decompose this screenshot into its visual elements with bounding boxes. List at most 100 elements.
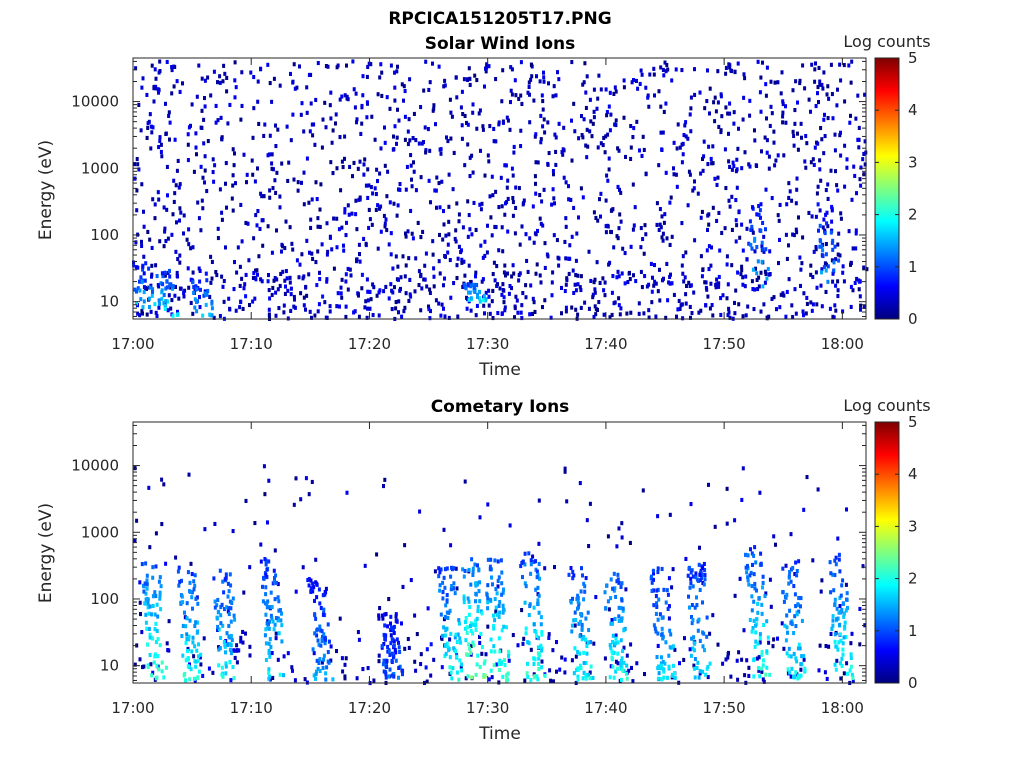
heatmap-cell	[586, 610, 590, 615]
heatmap-cell	[529, 678, 533, 683]
heatmap-cell	[457, 677, 461, 682]
heatmap-cell	[668, 512, 672, 517]
heatmap-cell	[469, 621, 473, 626]
heatmap-cell	[612, 91, 616, 96]
heatmap-cell	[395, 618, 399, 623]
heatmap-cell	[417, 283, 421, 288]
heatmap-cell	[147, 266, 151, 271]
heatmap-cell	[616, 661, 620, 666]
heatmap-cell	[816, 487, 820, 492]
heatmap-cell	[406, 229, 410, 234]
heatmap-cell	[397, 675, 400, 680]
heatmap-cell	[693, 605, 697, 610]
heatmap-cell	[290, 241, 294, 246]
heatmap-cell	[467, 66, 471, 71]
heatmap-cell	[740, 166, 744, 171]
heatmap-cell	[454, 75, 458, 80]
heatmap-cell	[423, 277, 427, 282]
heatmap-cell	[607, 607, 611, 612]
heatmap-cell	[690, 603, 694, 608]
heatmap-cell	[439, 313, 443, 318]
heatmap-cell	[492, 126, 496, 131]
heatmap-cell	[234, 181, 237, 186]
heatmap-cell	[391, 290, 395, 295]
heatmap-cell	[151, 636, 155, 641]
heatmap-cell	[767, 166, 771, 171]
heatmap-cell	[427, 304, 430, 309]
heatmap-cell	[274, 573, 278, 578]
heatmap-cell	[757, 666, 760, 671]
heatmap-cell	[264, 627, 268, 632]
heatmap-cell	[785, 625, 789, 630]
heatmap-cell	[154, 76, 158, 81]
heatmap-cell	[745, 658, 749, 663]
heatmap-cell	[630, 80, 634, 85]
heatmap-cell	[831, 623, 835, 628]
heatmap-cell	[598, 197, 601, 202]
heatmap-cell	[165, 207, 169, 212]
heatmap-cell	[587, 249, 591, 254]
heatmap-cell	[565, 499, 569, 504]
heatmap-cell	[761, 574, 765, 579]
heatmap-cell	[402, 84, 406, 89]
heatmap-cell	[310, 251, 314, 256]
x-tick-label: 17:50	[703, 335, 746, 353]
heatmap-cell	[477, 289, 481, 294]
heatmap-cell	[489, 557, 493, 562]
heatmap-cell	[466, 596, 470, 601]
heatmap-cell	[767, 640, 771, 645]
heatmap-cell	[321, 593, 325, 598]
heatmap-cell	[845, 165, 849, 170]
heatmap-cell	[280, 249, 283, 254]
heatmap-cell	[500, 570, 504, 575]
heatmap-cell	[475, 616, 479, 621]
heatmap-cell	[572, 671, 576, 676]
heatmap-cell	[311, 256, 315, 261]
heatmap-cell	[477, 111, 481, 116]
heatmap-cell	[343, 662, 347, 667]
heatmap-cell	[669, 272, 672, 277]
heatmap-cell	[599, 214, 602, 219]
heatmap-cell	[747, 241, 751, 246]
heatmap-cell	[148, 237, 152, 242]
heatmap-cell	[235, 643, 239, 648]
heatmap-cell	[210, 276, 214, 281]
heatmap-cell	[663, 661, 667, 666]
heatmap-cell	[503, 305, 507, 310]
heatmap-cell	[695, 665, 699, 670]
heatmap-cell	[502, 270, 506, 275]
heatmap-cell	[847, 229, 851, 234]
heatmap-cell	[438, 205, 442, 210]
heatmap-cell	[817, 65, 821, 70]
heatmap-cell	[833, 132, 837, 137]
heatmap-cell	[542, 70, 545, 75]
heatmap-cell	[711, 205, 715, 210]
heatmap-cell	[757, 204, 761, 209]
heatmap-cell	[799, 673, 803, 678]
heatmap-cell	[199, 164, 203, 169]
heatmap-cell	[799, 283, 802, 288]
heatmap-cell	[465, 120, 468, 125]
heatmap-cell	[478, 515, 482, 520]
heatmap-cell	[752, 307, 756, 312]
heatmap-cell	[539, 137, 543, 142]
heatmap-cell	[228, 660, 232, 665]
heatmap-cell	[507, 658, 511, 663]
heatmap-cell	[719, 128, 723, 133]
heatmap-cell	[573, 610, 577, 615]
heatmap-cell	[210, 259, 214, 264]
heatmap-cell	[442, 625, 446, 630]
heatmap-cell	[142, 271, 146, 276]
heatmap-cell	[693, 67, 696, 72]
heatmap-cell	[634, 279, 638, 284]
heatmap-cell	[189, 300, 193, 305]
heatmap-cell	[256, 99, 260, 104]
heatmap-cell	[625, 676, 629, 681]
heatmap-cell	[800, 135, 803, 140]
heatmap-cell	[697, 562, 701, 567]
heatmap-cell	[814, 245, 818, 250]
heatmap-cell	[726, 111, 730, 116]
heatmap-cell	[671, 673, 675, 678]
heatmap-cell	[341, 669, 345, 674]
heatmap-cell	[338, 135, 342, 140]
